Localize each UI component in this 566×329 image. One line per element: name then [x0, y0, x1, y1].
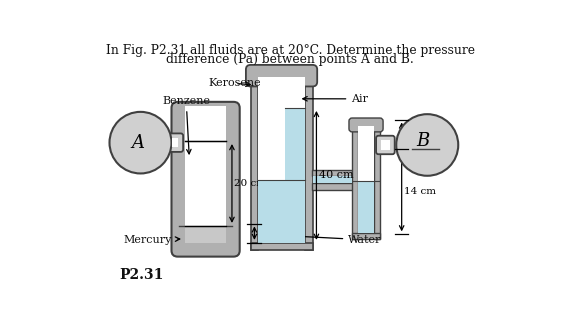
Circle shape: [109, 112, 171, 173]
FancyBboxPatch shape: [376, 136, 395, 154]
Text: A: A: [132, 134, 145, 152]
Text: In Fig. P2.31 all fluids are at 20°C. Determine the pressure: In Fig. P2.31 all fluids are at 20°C. De…: [106, 44, 474, 57]
Bar: [171, 138, 178, 147]
Bar: [186, 226, 226, 243]
Text: 40 cm: 40 cm: [319, 170, 353, 180]
Text: 9 cm: 9 cm: [404, 130, 430, 139]
FancyBboxPatch shape: [171, 102, 239, 257]
Text: difference (Pa) between points A and B.: difference (Pa) between points A and B.: [166, 53, 414, 66]
FancyBboxPatch shape: [167, 134, 183, 152]
Text: Water: Water: [278, 233, 381, 245]
Bar: [258, 77, 305, 243]
Text: 14 cm: 14 cm: [404, 187, 436, 196]
Text: Kerosene: Kerosene: [209, 78, 261, 89]
Text: 8 cm: 8 cm: [257, 229, 282, 238]
Text: B: B: [417, 132, 430, 150]
Bar: [358, 126, 374, 233]
Bar: [312, 184, 353, 190]
Bar: [352, 126, 358, 239]
FancyBboxPatch shape: [349, 118, 383, 132]
FancyBboxPatch shape: [186, 107, 226, 243]
Bar: [374, 126, 380, 239]
Bar: [251, 77, 258, 250]
Bar: [305, 77, 312, 250]
Bar: [258, 180, 305, 243]
Bar: [251, 243, 312, 250]
Text: Mercury: Mercury: [123, 235, 180, 245]
Text: P2.31: P2.31: [119, 268, 163, 282]
Text: Air: Air: [303, 94, 368, 104]
Circle shape: [396, 114, 458, 176]
Bar: [312, 170, 353, 176]
Text: 20 cm: 20 cm: [234, 179, 266, 188]
Bar: [381, 140, 390, 150]
Bar: [312, 176, 352, 184]
Bar: [358, 181, 374, 233]
Bar: [352, 233, 380, 239]
FancyBboxPatch shape: [246, 65, 317, 87]
Bar: [285, 108, 305, 243]
Text: Benzene: Benzene: [162, 96, 210, 154]
